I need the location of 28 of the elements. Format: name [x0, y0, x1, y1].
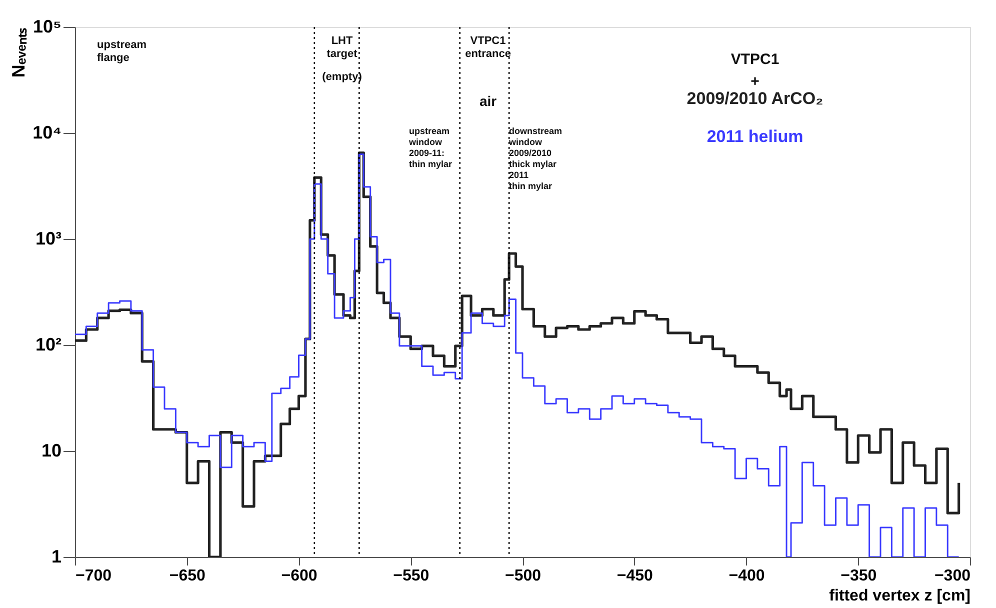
y-tick-label: 10² — [35, 334, 62, 354]
y-tick-label: 10⁴ — [32, 122, 62, 142]
y-axis-title: Nₑᵥₑₙₜₛ — [8, 28, 29, 78]
x-tick-label: −650 — [169, 568, 206, 584]
y-tick-label: 1 — [51, 546, 62, 566]
text: 2009/2010 ArCO₂ — [686, 89, 824, 108]
x-tick-label: −350 — [840, 568, 877, 584]
y-tick-label: 10³ — [35, 228, 62, 248]
x-axis-title: fitted vertex z [cm] — [829, 588, 970, 604]
annotation: LHT target — [326, 35, 358, 60]
annotation: VTPC1 entrance — [465, 35, 511, 60]
annotation: air — [479, 93, 498, 109]
x-tick-label: −400 — [728, 568, 765, 584]
text: 2011 helium — [706, 127, 804, 146]
y-tick-label: 10 — [41, 440, 62, 460]
x-tick-label: −600 — [281, 568, 318, 584]
annotation: upstream window 2009-11: thin mylar — [408, 126, 453, 169]
x-tick-label: −450 — [616, 568, 653, 584]
annotation: + — [750, 73, 760, 90]
y-tick-label: 10⁵ — [33, 16, 62, 36]
x-tick-label: −500 — [504, 568, 542, 584]
annotation: VTPC1 — [730, 51, 780, 68]
annotation: upstream flange — [97, 39, 147, 64]
annotation: downstream window 2009/2010 thick mylar 2011 thin mylar — [508, 126, 562, 191]
x-tick-label: −550 — [393, 568, 430, 584]
x-tick-label: −300 — [934, 568, 971, 584]
annotation: (empty) — [322, 71, 362, 83]
x-tick-label: −700 — [76, 568, 112, 584]
